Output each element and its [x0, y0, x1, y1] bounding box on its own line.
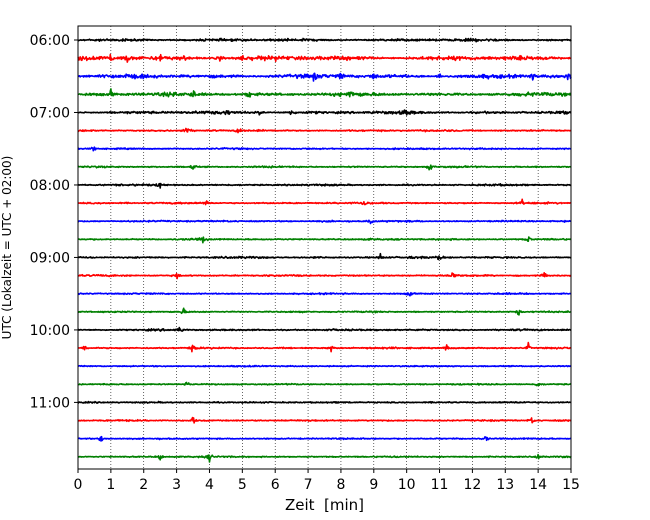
trace-08:15: [77, 198, 572, 206]
trace-06:30: [77, 72, 572, 82]
trace-07:45: [77, 164, 572, 171]
trace-10:00: [77, 326, 572, 332]
x-tick-label: 13: [496, 477, 514, 493]
trace-09:30: [77, 291, 572, 297]
trace-09:00: [77, 252, 572, 261]
y-tick-label: 08:00: [30, 178, 70, 194]
trace-07:30: [77, 146, 572, 152]
trace-07:15: [77, 127, 572, 134]
x-axis-label: Zeit [min]: [285, 496, 364, 514]
x-tick-label: 14: [529, 477, 547, 493]
trace-11:00: [77, 400, 572, 404]
y-tick-label: 06:00: [30, 33, 70, 49]
trace-06:15: [77, 53, 572, 63]
y-tick-label: 09:00: [30, 250, 70, 266]
trace-09:45: [77, 307, 572, 316]
trace-11:30: [77, 435, 572, 442]
trace-07:00: [77, 109, 572, 116]
x-tick-label: 6: [271, 477, 280, 493]
x-tick-label: 15: [562, 477, 580, 493]
trace-10:45: [77, 381, 572, 387]
x-tick-label: 10: [398, 477, 416, 493]
y-tick-label: 10:00: [30, 323, 70, 339]
x-axis-ticks: 0 1 2 3 4 5 6 7 8 9 10 11 12 13 14 15: [74, 469, 580, 493]
trace-11:15: [77, 416, 572, 424]
trace-06:45: [77, 88, 572, 98]
trace-10:30: [77, 364, 572, 368]
x-tick-label: 2: [139, 477, 148, 493]
seismic-traces: [77, 37, 572, 463]
x-tick-label: 3: [172, 477, 181, 493]
y-tick-label: 11:00: [30, 395, 70, 411]
trace-09:15: [77, 272, 572, 280]
y-axis-label: UTC (Lokalzeit = UTC + 02:00): [0, 156, 14, 340]
x-tick-label: 4: [205, 477, 214, 493]
trace-11:45: [77, 453, 572, 463]
y-tick-label: 07:00: [30, 105, 70, 121]
x-tick-label: 9: [369, 477, 378, 493]
x-tick-label: 5: [238, 477, 247, 493]
trace-08:45: [77, 236, 572, 244]
trace-08:00: [77, 182, 572, 189]
x-tick-label: 12: [463, 477, 481, 493]
x-tick-label: 7: [304, 477, 313, 493]
trace-10:15: [77, 341, 572, 353]
x-tick-label: 11: [431, 477, 449, 493]
x-tick-label: 8: [336, 477, 345, 493]
y-axis-ticks: 06:00 07:00 08:00 09:00 10:00 11:00: [30, 33, 78, 411]
x-tick-label: 1: [106, 477, 115, 493]
trace-06:00: [77, 37, 572, 43]
plot-frame: [77, 25, 572, 470]
trace-08:30: [77, 219, 572, 225]
grid-lines: [110, 26, 539, 469]
x-tick-label: 0: [74, 477, 83, 493]
